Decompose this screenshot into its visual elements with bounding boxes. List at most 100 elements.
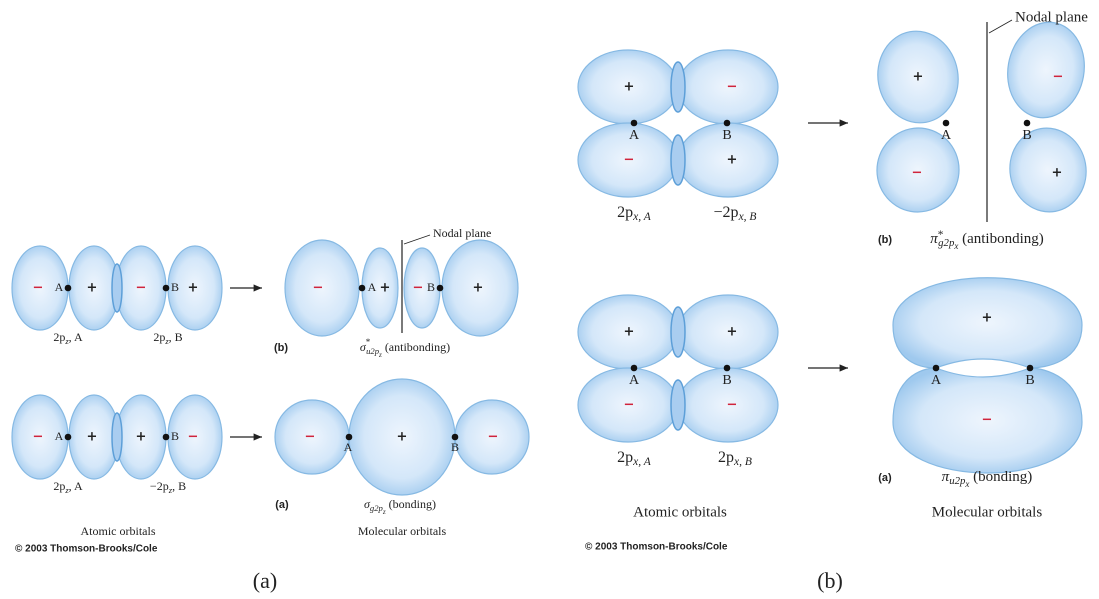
notation-part: , A (69, 479, 83, 493)
orbital-sign: + (188, 281, 199, 296)
orbital-sign: − (1053, 70, 1064, 85)
nucleus-label: A (931, 373, 942, 388)
orbital-sign: + (87, 281, 98, 296)
orbital-sign: + (727, 325, 738, 340)
orbital-sign: + (397, 430, 408, 445)
notation-part: x, A (632, 211, 652, 223)
orbital-sign: + (380, 281, 391, 296)
orbital-sign: + (624, 80, 635, 95)
notation-part: 2p (53, 330, 65, 344)
orbital-sign: − (188, 430, 199, 445)
nucleus-label: B (722, 373, 731, 388)
copyright: © 2003 Thomson-Brooks/Cole (15, 544, 158, 555)
nucleus-dot (943, 120, 950, 127)
notation-part: 2p (617, 449, 633, 466)
nucleus-dot (163, 434, 170, 441)
nucleus-dot (631, 365, 638, 372)
orbital-notation: −2pz, B (150, 479, 186, 495)
orbital-notation: 2pz, A (53, 479, 83, 495)
nucleus-label: B (1022, 128, 1031, 143)
orbital-sign: − (624, 398, 635, 413)
orbital-overlap (671, 307, 685, 357)
figure-tag: (a) (878, 472, 892, 484)
panel-label: (a) (253, 568, 277, 593)
orbital-notation: π*g2px (antibonding) (930, 229, 1044, 251)
orbital-sign: + (624, 325, 635, 340)
leader-line (404, 235, 430, 244)
notation-part: (bonding) (386, 497, 436, 511)
nucleus-dot (1027, 365, 1034, 372)
orbital-sign: + (982, 311, 993, 326)
nucleus-label: A (629, 373, 640, 388)
panel-label: (b) (817, 568, 843, 593)
orbital-notation: 2px, A (617, 449, 652, 468)
notation-part: g2p (370, 503, 384, 513)
orbital-overlap (671, 380, 685, 430)
orbital-lobe (1000, 16, 1092, 124)
orbital-notation: σ*u2pz (antibonding) (360, 337, 450, 359)
caption: Molecular orbitals (358, 524, 447, 538)
orbital-notation: 2px, A (617, 204, 652, 223)
notation-part: 2p (153, 330, 165, 344)
notation-part: u2p (949, 475, 966, 487)
copyright: © 2003 Thomson-Brooks/Cole (585, 542, 728, 553)
nucleus-label: A (344, 440, 353, 454)
orbital-overlap (671, 135, 685, 185)
orbital-sign: − (33, 430, 44, 445)
orbital-sign: + (136, 430, 147, 445)
notation-part: (bonding) (969, 469, 1032, 485)
notation-part: x, A (632, 456, 652, 468)
notation-part: −2p (714, 204, 739, 221)
notation-part: 2p (718, 449, 734, 466)
orbital-overlap (671, 62, 685, 112)
orbital-sign: − (313, 281, 324, 296)
orbital-sign: − (624, 153, 635, 168)
orbital-notation: πu2px (bonding) (942, 469, 1033, 489)
leader-line (989, 20, 1012, 33)
figure-tag: (b) (878, 234, 892, 246)
figure: −+−+AB2pz, A2pz, B−++−AB2pz, A−2pz, B−+−… (0, 0, 1099, 599)
nodal-plane-label: Nodal plane (1015, 9, 1088, 25)
nucleus-dot (163, 285, 170, 292)
orbital-sign: − (305, 430, 316, 445)
notation-part: , A (69, 330, 83, 344)
orbital-notation: −2px, B (714, 204, 757, 223)
nucleus-dot (437, 285, 444, 292)
notation-part: x, B (738, 211, 757, 223)
orbital-overlap (112, 413, 122, 461)
orbital-notation: 2pz, A (53, 330, 83, 346)
orbital-sign: + (1052, 166, 1063, 181)
nucleus-label: B (171, 280, 179, 294)
figure-tag: (a) (275, 499, 289, 511)
orbital-sign: − (727, 80, 738, 95)
orbital-lobe (1003, 122, 1092, 218)
orbital-sign: − (413, 281, 424, 296)
orbital-overlap (112, 264, 122, 312)
nucleus-dot (1024, 120, 1031, 127)
caption: Atomic orbitals (81, 524, 156, 538)
orbital-sign: − (727, 398, 738, 413)
notation-part: −2p (150, 479, 169, 493)
orbital-notation: σg2pz (bonding) (364, 497, 436, 516)
orbital-sign: + (87, 430, 98, 445)
nucleus-dot (65, 285, 72, 292)
notation-part: (antibonding) (958, 231, 1043, 247)
notation-part: g2p (938, 237, 955, 249)
nucleus-label: A (55, 429, 64, 443)
nucleus-dot (65, 434, 72, 441)
notation-part: u2p (366, 346, 380, 356)
orbital-sign: − (136, 281, 147, 296)
nucleus-label: A (941, 128, 952, 143)
notation-part: 2p (53, 479, 65, 493)
nodal-plane-label: Nodal plane (433, 226, 491, 240)
nucleus-label: B (722, 128, 731, 143)
orbital-sign: − (488, 430, 499, 445)
notation-part: (antibonding) (382, 340, 450, 354)
orbital-notation: 2pz, B (153, 330, 182, 346)
nucleus-dot (359, 285, 366, 292)
notation-part: , B (169, 330, 183, 344)
nucleus-dot (631, 120, 638, 127)
caption: Molecular orbitals (932, 504, 1043, 520)
notation-part: , B (172, 479, 186, 493)
nucleus-label: A (55, 280, 64, 294)
